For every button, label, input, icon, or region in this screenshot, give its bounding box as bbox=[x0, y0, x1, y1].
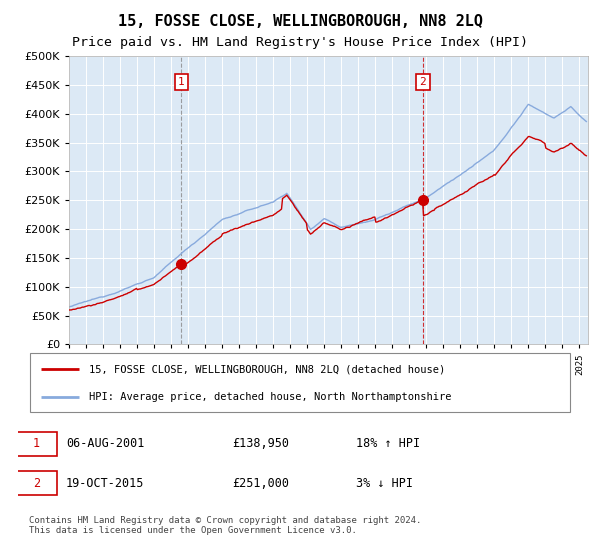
FancyBboxPatch shape bbox=[15, 472, 58, 496]
Text: HPI: Average price, detached house, North Northamptonshire: HPI: Average price, detached house, Nort… bbox=[89, 392, 452, 402]
Text: 1: 1 bbox=[178, 77, 185, 87]
Text: Contains HM Land Registry data © Crown copyright and database right 2024.
This d: Contains HM Land Registry data © Crown c… bbox=[29, 516, 422, 535]
Text: 18% ↑ HPI: 18% ↑ HPI bbox=[356, 437, 421, 450]
Text: 2: 2 bbox=[33, 477, 40, 490]
Text: 15, FOSSE CLOSE, WELLINGBOROUGH, NN8 2LQ (detached house): 15, FOSSE CLOSE, WELLINGBOROUGH, NN8 2LQ… bbox=[89, 364, 446, 374]
Text: 06-AUG-2001: 06-AUG-2001 bbox=[66, 437, 145, 450]
FancyBboxPatch shape bbox=[15, 432, 58, 456]
Text: 2: 2 bbox=[419, 77, 427, 87]
Text: 3% ↓ HPI: 3% ↓ HPI bbox=[356, 477, 413, 490]
Text: 19-OCT-2015: 19-OCT-2015 bbox=[66, 477, 145, 490]
Text: £138,950: £138,950 bbox=[232, 437, 289, 450]
Text: £251,000: £251,000 bbox=[232, 477, 289, 490]
Text: 15, FOSSE CLOSE, WELLINGBOROUGH, NN8 2LQ: 15, FOSSE CLOSE, WELLINGBOROUGH, NN8 2LQ bbox=[118, 14, 482, 29]
FancyBboxPatch shape bbox=[30, 353, 570, 412]
Text: 1: 1 bbox=[33, 437, 40, 450]
Text: Price paid vs. HM Land Registry's House Price Index (HPI): Price paid vs. HM Land Registry's House … bbox=[72, 36, 528, 49]
